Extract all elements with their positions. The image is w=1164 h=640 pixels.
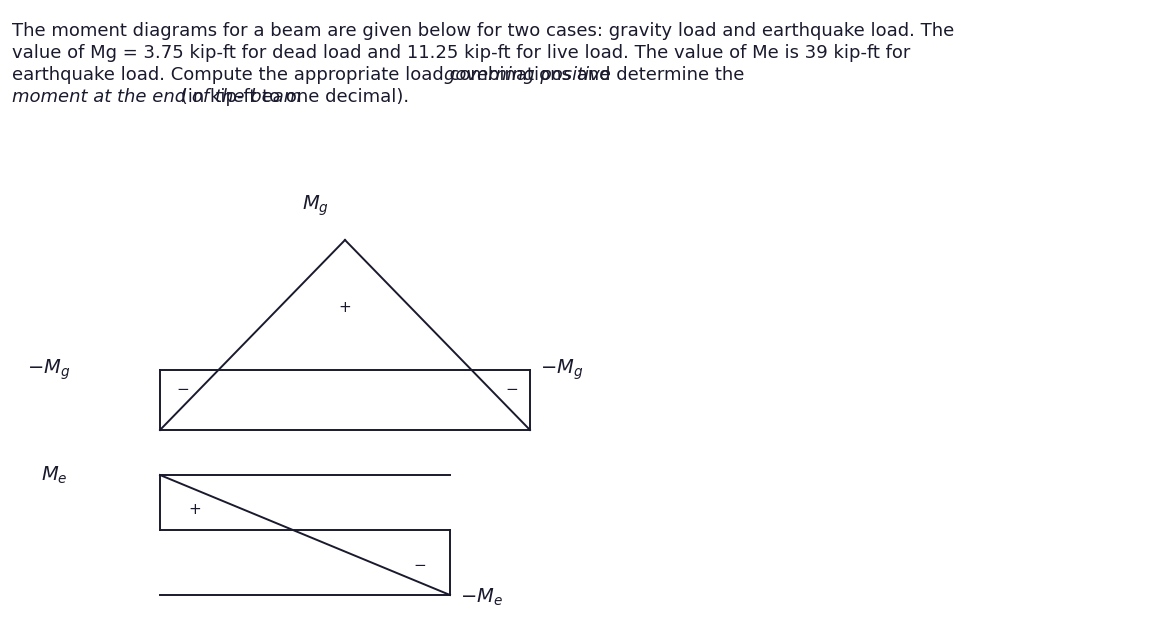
Text: $-M_g$: $-M_g$: [540, 358, 583, 382]
Text: +: +: [339, 301, 352, 316]
Text: $M_e$: $M_e$: [42, 465, 68, 486]
Text: +: +: [189, 502, 201, 518]
Text: governing positive: governing positive: [445, 66, 611, 84]
Text: value of Mg = 3.75 kip-ft for dead load and 11.25 kip-ft for live load. The valu: value of Mg = 3.75 kip-ft for dead load …: [12, 44, 910, 62]
Text: The moment diagrams for a beam are given below for two cases: gravity load and e: The moment diagrams for a beam are given…: [12, 22, 954, 40]
Text: $-M_e$: $-M_e$: [460, 586, 503, 607]
Text: $-M_g$: $-M_g$: [27, 358, 70, 382]
Text: −: −: [177, 383, 190, 397]
Text: −: −: [505, 383, 518, 397]
Text: (in kip-ft to one decimal).: (in kip-ft to one decimal).: [175, 88, 409, 106]
Text: −: −: [413, 557, 426, 573]
Text: earthquake load. Compute the appropriate load combinations and determine the: earthquake load. Compute the appropriate…: [12, 66, 750, 84]
Text: moment at the end of the beam: moment at the end of the beam: [12, 88, 301, 106]
Text: $M_g$: $M_g$: [301, 193, 328, 218]
